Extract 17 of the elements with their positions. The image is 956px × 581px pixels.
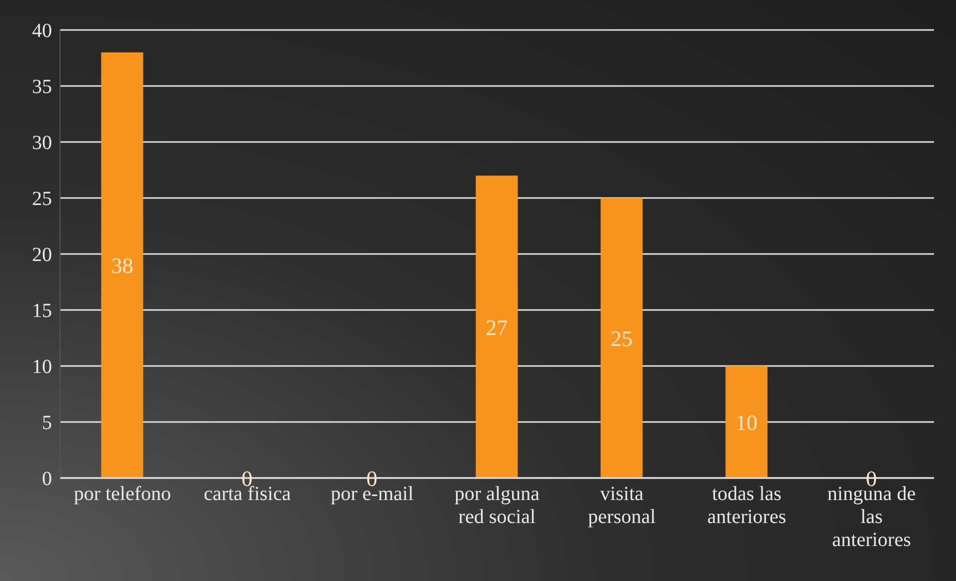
x-tick-label: visita personal (588, 483, 656, 528)
data-label: 38 (111, 253, 134, 278)
y-tick-label: 10 (32, 356, 52, 378)
x-tick-label: por telefono (74, 483, 172, 505)
y-tick-label: 35 (32, 76, 52, 98)
y-tick-label: 20 (32, 244, 52, 266)
data-label: 27 (486, 314, 508, 340)
y-tick-label: 30 (32, 132, 52, 154)
y-tick-label: 40 (32, 20, 52, 42)
data-label: 10 (735, 410, 758, 435)
y-tick-label: 15 (32, 300, 52, 322)
x-tick-label: por alguna red social (454, 483, 540, 528)
y-tick-label: 5 (42, 412, 52, 434)
data-label: 25 (610, 326, 633, 351)
x-tick-label: todas las anteriores (707, 483, 786, 528)
y-tick-label: 0 (42, 468, 52, 490)
y-tick-label: 25 (32, 188, 52, 210)
